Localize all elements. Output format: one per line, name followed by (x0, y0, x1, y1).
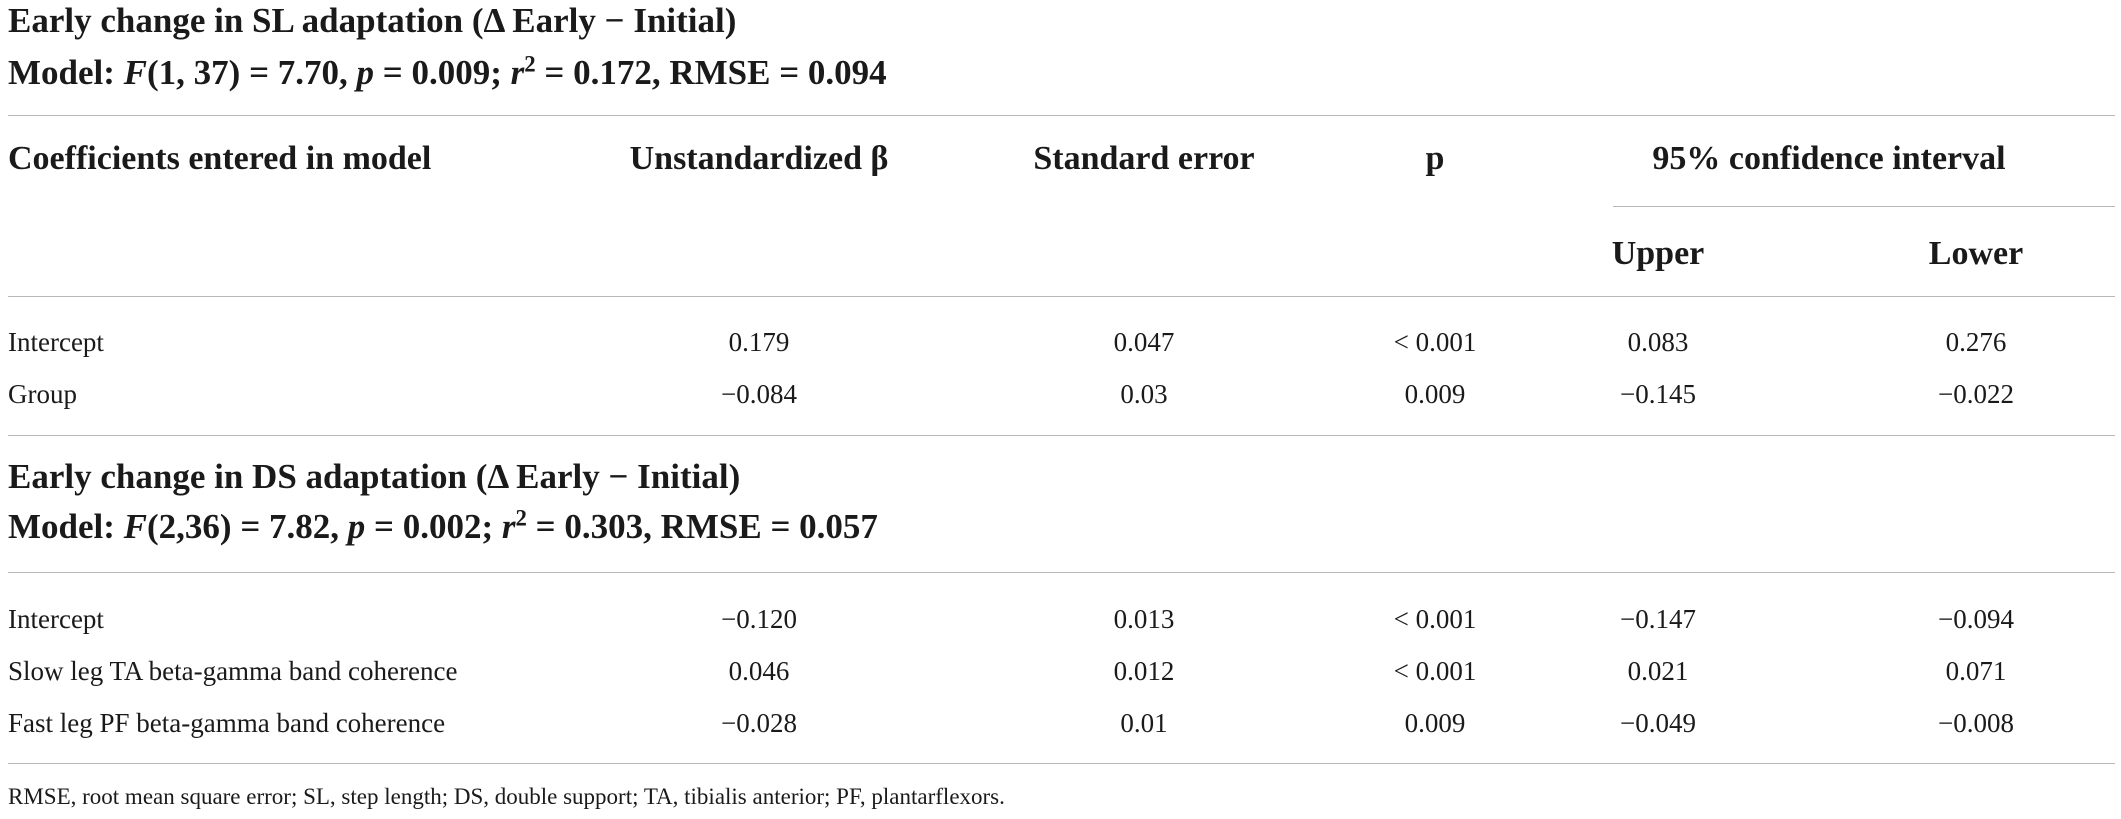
p-value: 0.009 (1404, 708, 1466, 738)
beta-value: −0.028 (721, 708, 797, 738)
row-label: Group (8, 379, 77, 409)
se-value: 0.013 (1113, 604, 1175, 634)
beta-value: −0.120 (721, 604, 797, 634)
section2-model-stats: Model: F(2,36) = 7.82, p = 0.002; r2 = 0… (8, 505, 878, 546)
se-value: 0.03 (1120, 379, 1168, 409)
divider (8, 763, 2115, 764)
ci-lower-value: −0.022 (1938, 379, 2014, 409)
divider (8, 435, 2115, 436)
ci-lower-value: −0.008 (1938, 708, 2014, 738)
ci-upper-value: −0.147 (1620, 604, 1696, 634)
table-footnote: RMSE, root mean square error; SL, step l… (8, 784, 1005, 809)
section2-title: Early change in DS adaptation (Δ Early −… (8, 457, 741, 496)
column-header-lower: Lower (1928, 235, 2024, 272)
beta-value: 0.046 (728, 656, 790, 686)
p-value: 0.009 (1404, 379, 1466, 409)
column-header-standard-error: Standard error (1033, 140, 1255, 177)
ci-header-divider (1613, 206, 2115, 207)
row-label: Fast leg PF beta-gamma band coherence (8, 708, 446, 738)
column-header-beta: Unstandardized β (629, 140, 889, 177)
ci-lower-value: 0.276 (1945, 327, 2007, 357)
column-header-confidence-interval: 95% confidence interval (1652, 140, 2006, 177)
se-value: 0.01 (1120, 708, 1168, 738)
section1-title: Early change in SL adaptation (Δ Early −… (8, 1, 737, 40)
se-value: 0.047 (1113, 327, 1175, 357)
ci-upper-value: 0.021 (1627, 656, 1689, 686)
beta-value: 0.179 (728, 327, 790, 357)
column-header-coefficients: Coefficients entered in model (8, 140, 432, 177)
row-label: Intercept (8, 604, 104, 634)
ci-upper-value: 0.083 (1627, 327, 1689, 357)
p-value: < 0.001 (1393, 327, 1477, 357)
p-value: < 0.001 (1393, 604, 1477, 634)
beta-value: −0.084 (721, 379, 797, 409)
column-header-upper: Upper (1611, 235, 1705, 272)
ci-lower-value: 0.071 (1945, 656, 2007, 686)
divider (8, 115, 2115, 116)
ci-upper-value: −0.049 (1620, 708, 1696, 738)
se-value: 0.012 (1113, 656, 1175, 686)
divider (8, 572, 2115, 573)
divider (8, 296, 2115, 297)
p-value: < 0.001 (1393, 656, 1477, 686)
ci-lower-value: −0.094 (1938, 604, 2014, 634)
section1-model-stats: Model: F(1, 37) = 7.70, p = 0.009; r2 = … (8, 51, 887, 92)
column-header-p: p (1425, 140, 1445, 177)
ci-upper-value: −0.145 (1620, 379, 1696, 409)
row-label: Slow leg TA beta-gamma band coherence (8, 656, 458, 686)
row-label: Intercept (8, 327, 104, 357)
